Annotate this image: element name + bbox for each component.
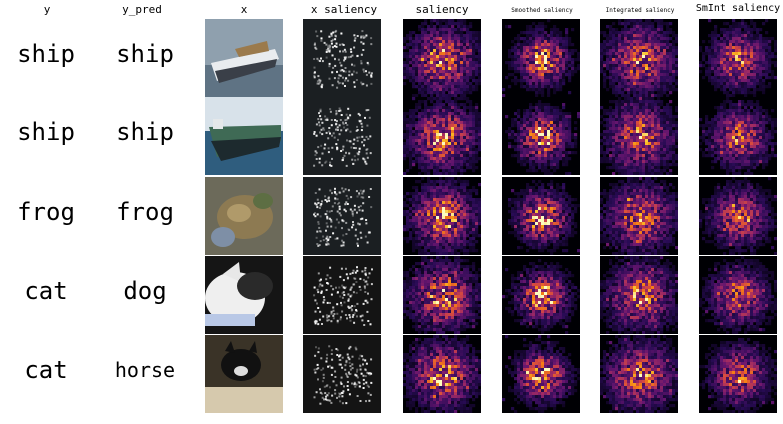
header-integrated-saliency: Integrated saliency [605, 7, 675, 14]
x-saliency-map [303, 177, 381, 255]
integrated-saliency-map [600, 177, 678, 255]
true-label: ship [17, 118, 75, 146]
true-label: cat [24, 277, 68, 305]
input-image [205, 97, 283, 175]
predicted-label: dog [123, 277, 167, 305]
saliency-map [403, 19, 481, 97]
header-y-pred: y_pred [122, 3, 162, 16]
x-saliency-map [303, 19, 381, 97]
smoothed-saliency-map [502, 97, 580, 175]
header-smint-saliency: SmInt saliency [695, 3, 781, 14]
predicted-label: ship [116, 40, 174, 68]
header-x-saliency: x saliency [310, 3, 378, 16]
smoothed-saliency-map [502, 335, 580, 413]
integrated-saliency-map [600, 335, 678, 413]
predicted-label: horse [114, 358, 176, 382]
true-label: cat [24, 356, 68, 384]
x-saliency-map [303, 335, 381, 413]
saliency-map [403, 335, 481, 413]
integrated-saliency-map [600, 97, 678, 175]
smoothed-saliency-map [502, 19, 580, 97]
true-label: frog [17, 198, 75, 226]
predicted-label: ship [116, 118, 174, 146]
smint-saliency-map [699, 177, 777, 255]
integrated-saliency-map [600, 19, 678, 97]
true-label: ship [17, 40, 75, 68]
smint-saliency-map [699, 97, 777, 175]
saliency-map [403, 256, 481, 334]
x-saliency-map [303, 256, 381, 334]
smint-saliency-map [699, 19, 777, 97]
smoothed-saliency-map [502, 177, 580, 255]
predicted-label: frog [116, 198, 174, 226]
header-y: y [43, 3, 51, 16]
x-saliency-map [303, 97, 381, 175]
header-smoothed-saliency: Smoothed saliency [511, 7, 573, 14]
integrated-saliency-map [600, 256, 678, 334]
input-image [205, 177, 283, 255]
saliency-map [403, 177, 481, 255]
input-image [205, 256, 283, 334]
header-x: x [240, 3, 248, 16]
saliency-map [403, 97, 481, 175]
header-saliency: saliency [415, 3, 469, 16]
smint-saliency-map [699, 335, 777, 413]
input-image [205, 19, 283, 97]
input-image [205, 335, 283, 413]
smoothed-saliency-map [502, 256, 580, 334]
smint-saliency-map [699, 256, 777, 334]
